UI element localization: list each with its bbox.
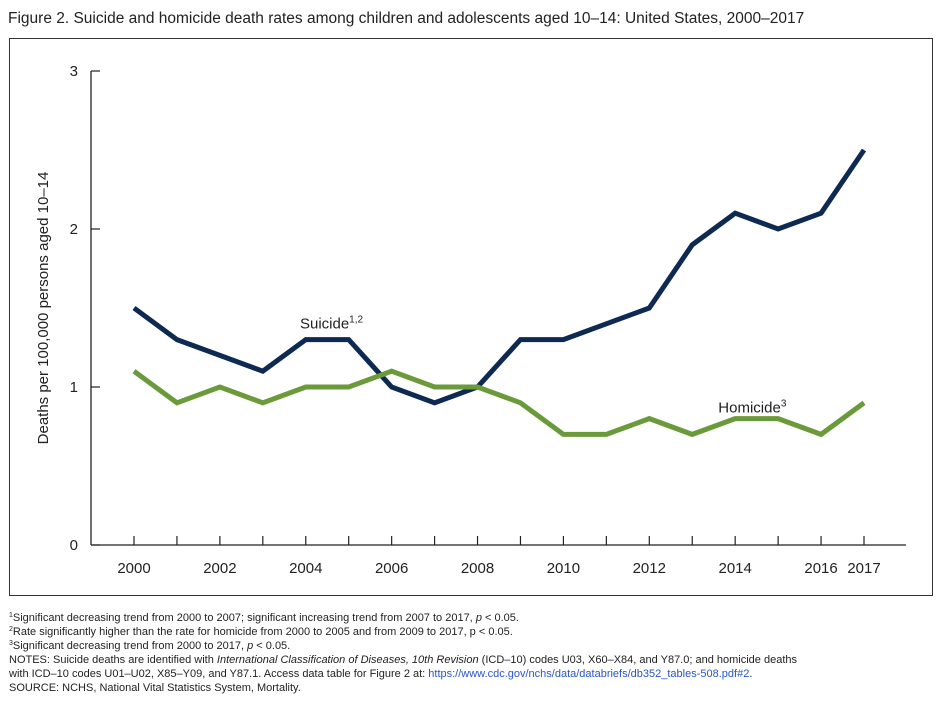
x-tick-label: 2006 bbox=[375, 560, 408, 577]
suicide-label-superscript: 1,2 bbox=[349, 315, 363, 326]
y-tick-label: 1 bbox=[70, 379, 78, 396]
notes-line-2: with ICD–10 codes U01–U02, X85–Y09, and … bbox=[9, 668, 753, 680]
series-suicide bbox=[132, 148, 867, 406]
homicide-line bbox=[132, 368, 866, 438]
source-line: SOURCE: NCHS, National Vital Statistics … bbox=[9, 682, 301, 694]
footnote-1: 1Significant decreasing trend from 2000 … bbox=[9, 612, 519, 624]
x-tick-label: 2010 bbox=[547, 560, 580, 577]
x-tick-label: 2014 bbox=[718, 560, 751, 577]
x-tick-label: 2004 bbox=[289, 560, 322, 577]
x-tick-label: 2002 bbox=[203, 560, 236, 577]
footnotes: 1Significant decreasing trend from 2000 … bbox=[9, 611, 937, 695]
x-tick-label: 2017 bbox=[847, 560, 880, 577]
y-tick-label: 0 bbox=[70, 537, 78, 554]
x-tick-label: 2016 bbox=[804, 560, 837, 577]
x-tick-label: 2008 bbox=[461, 560, 494, 577]
homicide-label-text: Homicide bbox=[718, 399, 781, 416]
y-tick-label: 2 bbox=[70, 221, 78, 238]
y-tick-label: 3 bbox=[70, 63, 78, 80]
figure-title: Figure 2. Suicide and homicide death rat… bbox=[8, 10, 805, 27]
homicide-label-superscript: 3 bbox=[781, 398, 787, 409]
homicide-label: Homicide3 bbox=[718, 398, 787, 416]
suicide-line bbox=[132, 148, 867, 406]
footnote-3: 3Significant decreasing trend from 2000 … bbox=[9, 640, 291, 652]
x-tick-label: 2000 bbox=[117, 560, 150, 577]
notes-line-1: NOTES: Suicide deaths are identified wit… bbox=[9, 654, 797, 666]
suicide-label-text: Suicide bbox=[300, 316, 349, 333]
data-table-link[interactable]: https://www.cdc.gov/nchs/data/databriefs… bbox=[428, 668, 750, 680]
x-tick-label: 2012 bbox=[633, 560, 666, 577]
y-axis-title: Deaths per 100,000 persons aged 10–14 bbox=[35, 172, 52, 445]
footnote-2: 2Rate significantly higher than the rate… bbox=[9, 626, 513, 638]
chart-frame bbox=[9, 38, 933, 596]
series-homicide bbox=[132, 368, 866, 438]
suicide-label: Suicide1,2 bbox=[300, 315, 364, 333]
